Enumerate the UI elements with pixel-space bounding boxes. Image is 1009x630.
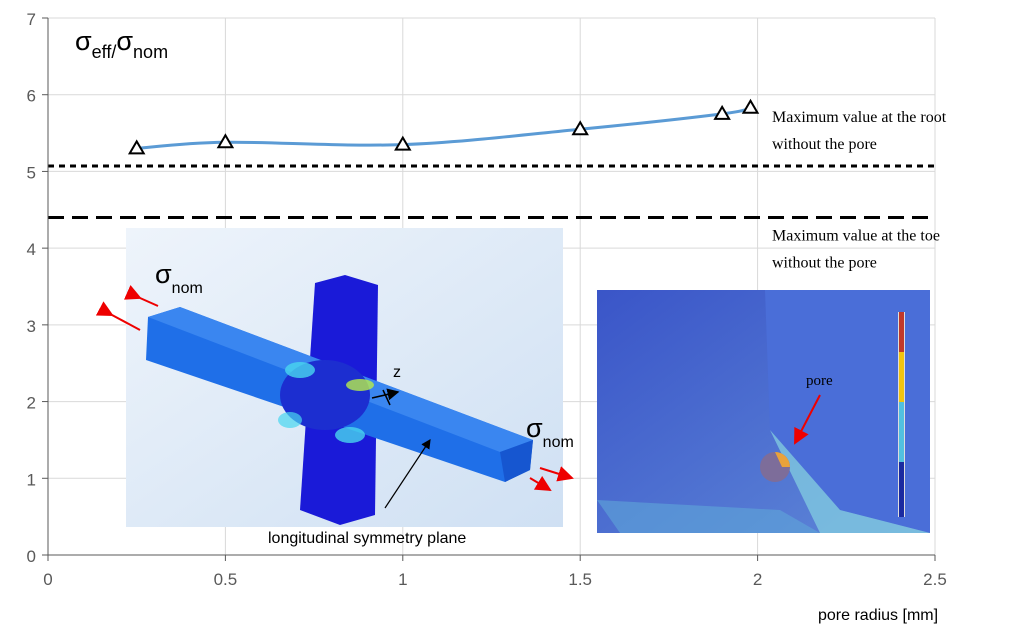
reference-label: without the pore bbox=[772, 136, 877, 153]
x-tick-label: 0.5 bbox=[214, 570, 238, 589]
y-axis-label: σeff/σnom bbox=[75, 26, 168, 62]
y-tick-label: 4 bbox=[27, 240, 36, 259]
y-tick-label: 6 bbox=[27, 87, 36, 106]
x-tick-label: 0 bbox=[43, 570, 52, 589]
x-tick-label: 2.5 bbox=[923, 570, 947, 589]
pore-inset bbox=[597, 290, 930, 533]
y-tick-label: 0 bbox=[27, 547, 36, 566]
y-tick-label: 1 bbox=[27, 470, 36, 489]
axis-z: z bbox=[393, 364, 401, 381]
reference-label: Maximum value at the root bbox=[772, 109, 947, 126]
reference-label: without the pore bbox=[772, 254, 877, 271]
x-tick-label: 2 bbox=[753, 570, 762, 589]
y-tick-label: 2 bbox=[27, 394, 36, 413]
x-axis-label: pore radius [mm] bbox=[818, 607, 938, 624]
x-tick-label: 1 bbox=[398, 570, 407, 589]
symmetry-plane-label: longitudinal symmetry plane bbox=[268, 530, 466, 547]
y-tick-label: 3 bbox=[27, 317, 36, 336]
y-tick-label: 7 bbox=[27, 10, 36, 29]
specimen-inset bbox=[112, 228, 572, 527]
reference-label: Maximum value at the toe bbox=[772, 227, 940, 244]
pore-label: pore bbox=[806, 373, 833, 389]
chart: Maximum value at the root without the por… bbox=[0, 0, 1009, 630]
data-marker bbox=[744, 101, 758, 113]
y-tick-label: 5 bbox=[27, 163, 36, 182]
x-tick-label: 1.5 bbox=[568, 570, 592, 589]
